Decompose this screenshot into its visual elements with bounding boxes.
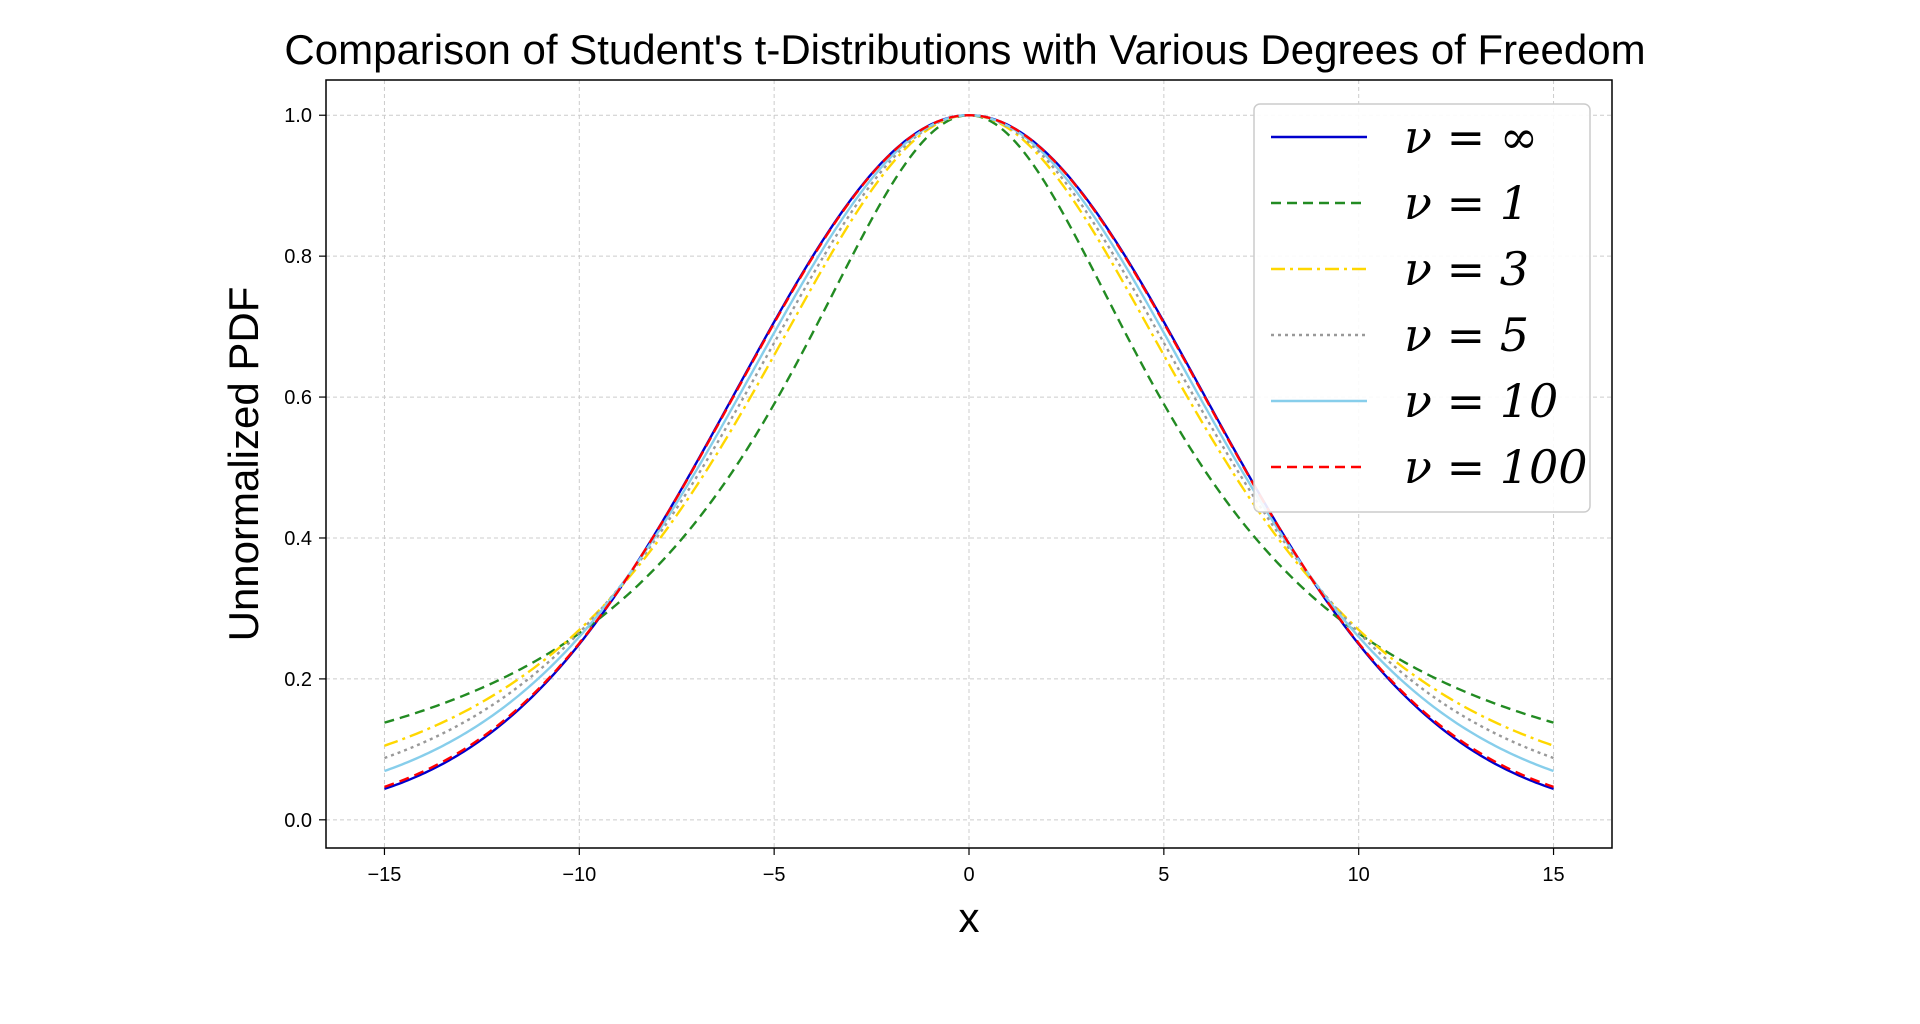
legend-box: [1253, 103, 1591, 513]
legend-label: ν = ∞: [1404, 110, 1538, 164]
chart-title: Comparison of Student's t-Distributions …: [284, 26, 1645, 73]
y-axis-label: Unnormalized PDF: [220, 287, 267, 642]
series-line-3: [384, 114, 1554, 760]
legend-label: ν = 100: [1404, 440, 1588, 494]
x-tick-label: −5: [763, 864, 786, 886]
series-lines: [384, 114, 1554, 790]
y-tick-label: 0.8: [284, 246, 312, 268]
x-tick-label: 5: [1158, 864, 1169, 886]
legend: ν = ∞ ν = 1 ν = 3 ν = 5 ν = 10 ν = 100: [1253, 103, 1591, 513]
x-tick-label: −10: [562, 864, 596, 886]
y-tick-label: 0.0: [284, 810, 312, 832]
y-tick-label: 0.6: [284, 387, 312, 409]
legend-label: ν = 10: [1404, 374, 1558, 428]
x-tick-label: 15: [1542, 864, 1564, 886]
legend-label: ν = 1: [1404, 176, 1529, 230]
series-line-5: [384, 114, 1554, 788]
legend-label: ν = 5: [1404, 308, 1529, 362]
y-tick-label: 0.4: [284, 528, 312, 550]
y-tick-label: 0.2: [284, 669, 312, 691]
x-tick-label: −15: [367, 864, 401, 886]
x-axis-label: x: [959, 894, 980, 941]
x-tick-label: 10: [1348, 864, 1370, 886]
y-tick-label: 1.0: [284, 105, 312, 127]
legend-label: ν = 3: [1404, 242, 1529, 296]
axis-ticks: −15 −10 −5 0 5 10 15 0.0 0.2 0.4 0.6 0.8 1.0: [284, 105, 1564, 886]
x-tick-label: 0: [963, 864, 974, 886]
